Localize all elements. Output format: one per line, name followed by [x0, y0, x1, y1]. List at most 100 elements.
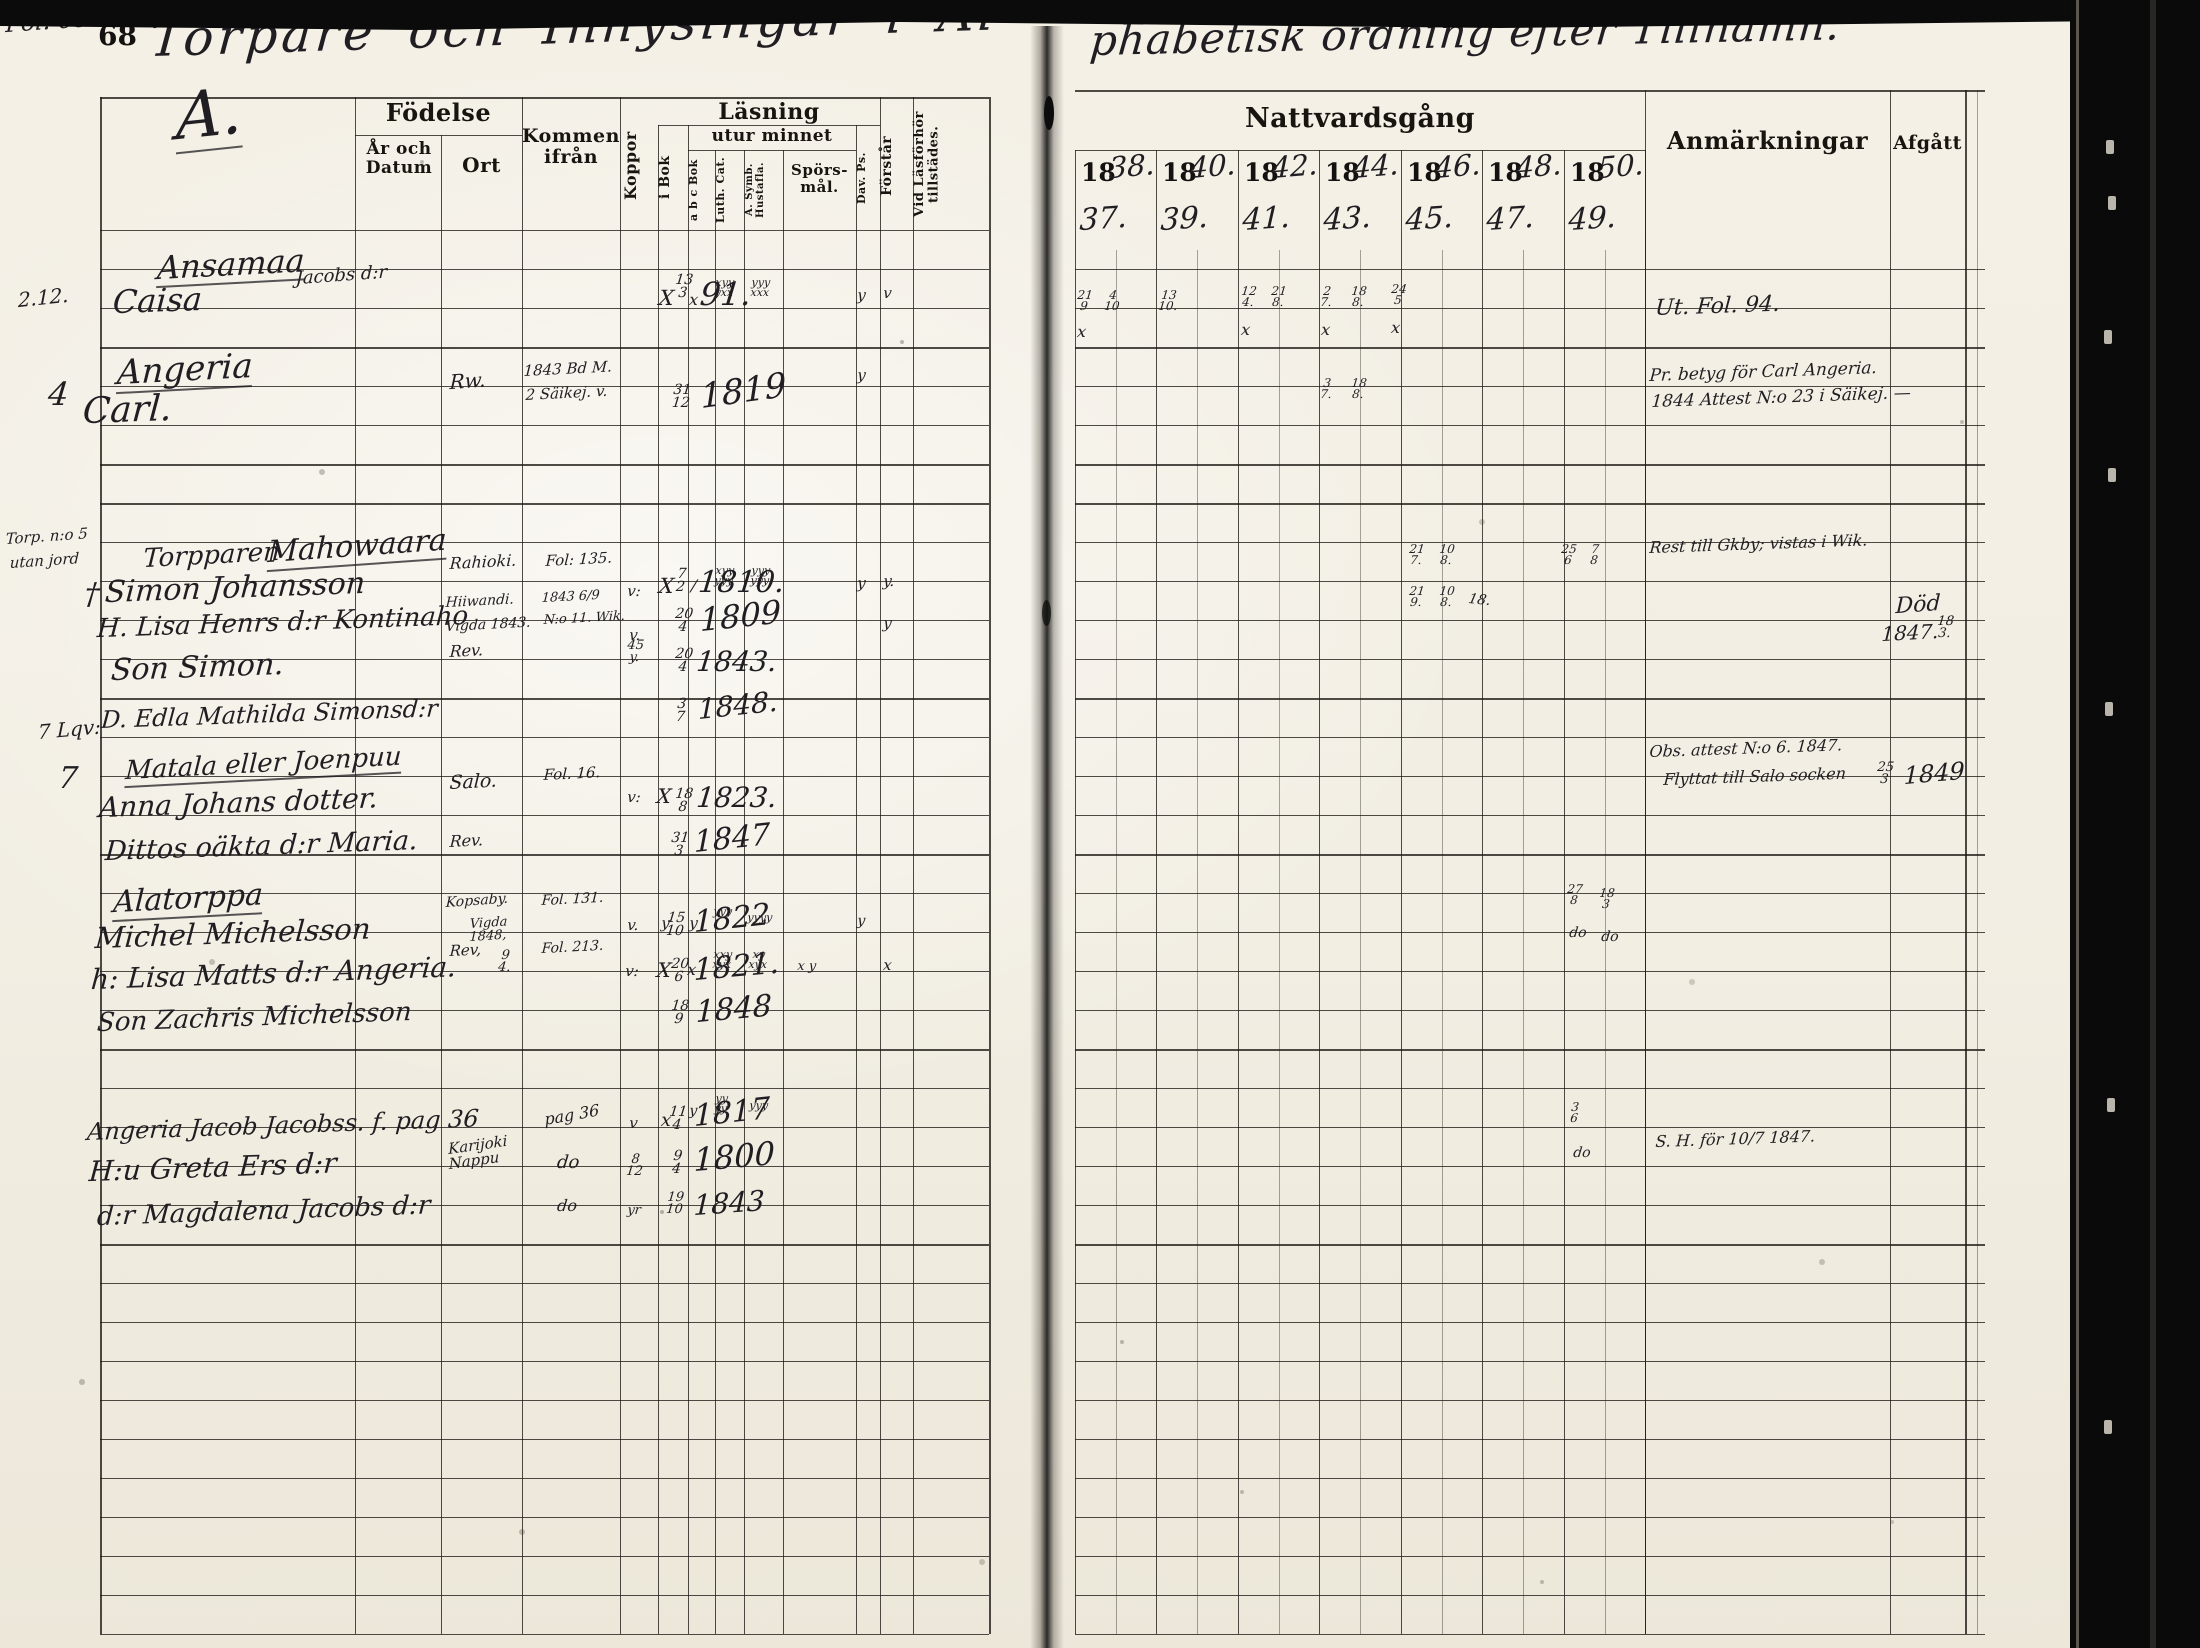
year-written-even-4: 46.	[1434, 146, 1482, 186]
grid-line	[1075, 854, 1985, 856]
birth-lisa-k-year: 1809	[700, 592, 781, 640]
birth-lisa-k-day: 20 4	[674, 606, 695, 636]
grid-line	[100, 1517, 989, 1518]
afgatt-son-simon-3: 18 3.	[1936, 614, 1955, 642]
year-written-even-1: 40.	[1189, 146, 1237, 186]
natt-simon-date-3: 25 6	[1560, 542, 1578, 568]
section-letter: A.	[176, 74, 243, 156]
gutter-ink-blot	[1042, 600, 1051, 626]
grid-line	[100, 1400, 989, 1401]
margin-number-4: 4	[46, 375, 71, 413]
grid-line	[658, 125, 659, 1634]
afgatt-son-simon-1: Död	[1895, 590, 1941, 620]
gutter-ink-blot	[1044, 96, 1054, 130]
ort-carl: Rw.	[449, 367, 487, 395]
grid-line	[1075, 971, 1985, 972]
natt-caisa-mark-4: x	[1390, 318, 1402, 337]
grid-line	[1075, 620, 1985, 621]
year-written-odd-1: 39.	[1159, 199, 1209, 239]
grid-line	[1075, 932, 1985, 933]
grid-line	[1075, 893, 1985, 894]
grid-line	[1523, 250, 1524, 1634]
grid-line	[1197, 250, 1198, 1634]
grid-line	[1075, 1244, 1985, 1246]
natt-lisa-k-date-1: 21 9.	[1408, 584, 1426, 610]
kommen-carl-line1: 1843 Bd M.	[523, 357, 613, 381]
margin-note-row1: 2.12.	[18, 282, 69, 313]
grid-line	[1075, 1010, 1985, 1011]
name-edla: D. Edla Mathilda Simonsd:r	[100, 694, 439, 735]
anm-anna-line1: Obs. attest N:o 6. 1847.	[1648, 735, 1844, 762]
grid-line	[100, 1283, 989, 1284]
mark-lisa-a-hustafla: xy xyx	[747, 948, 768, 972]
name-caisa: Caisa	[111, 279, 204, 322]
grid-line	[100, 503, 989, 505]
grid-line	[856, 125, 857, 1634]
name-maria: Dittos oäkta d:r Maria.	[103, 825, 419, 868]
grid-line	[1075, 1322, 1985, 1323]
natt-caisa-date-1: 21 9	[1076, 288, 1094, 314]
name-greta: H:u Greta Ers d:r	[87, 1146, 338, 1189]
year-printed-prefix-6: 18	[1570, 158, 1605, 187]
afgatt-son-simon-2: 1847.	[1880, 618, 1940, 647]
grid-line	[100, 1595, 989, 1596]
year-written-odd-4: 45.	[1404, 199, 1454, 239]
page-edge-mark	[2107, 1098, 2115, 1112]
grid-line	[1965, 90, 1967, 1634]
page-edge-mark	[2104, 1420, 2112, 1434]
grid-line	[100, 659, 989, 660]
grid-line	[100, 97, 989, 99]
grid-line	[355, 97, 356, 1634]
grid-line	[1075, 815, 1985, 816]
year-printed-prefix-2: 18	[1244, 158, 1279, 187]
name-son-simon: Son Simon.	[109, 646, 286, 689]
header-dav-ps: Dav. Ps.	[855, 152, 868, 204]
natt-lisa-k-date-2: 10 8.	[1438, 584, 1456, 610]
mark-jacob-luth: yy yy	[713, 1092, 729, 1116]
natt-caisa-mark-1: x	[1076, 322, 1088, 341]
grid-line	[913, 97, 914, 1634]
natt-caisa-mark-3: x	[1320, 320, 1332, 339]
header-vid-lasforhor: Vid Läsförhör tillstädes.	[912, 111, 942, 217]
header-lasning: Läsning	[718, 99, 820, 125]
grid-line	[1319, 150, 1320, 1634]
margin-torp-line1: Torp. n:o 5	[5, 524, 89, 549]
grid-line	[100, 1010, 989, 1011]
mark-anna-koppor: v:	[626, 788, 642, 806]
grid-line	[100, 1634, 989, 1635]
header-kommen-ifran: Kommen ifrån	[522, 125, 620, 169]
natt-simon-date-4: 7 8	[1589, 542, 1600, 568]
name-carl: Carl.	[81, 387, 174, 433]
mark-carl-dav: y	[856, 366, 867, 384]
year-written-even-2: 42.	[1271, 146, 1319, 186]
birth-son-simon-year: 1843.	[694, 645, 779, 678]
grid-line	[100, 1205, 989, 1206]
name-jacob: Angeria Jacob Jacobss. f. pag 36	[86, 1104, 480, 1147]
grid-line	[1564, 150, 1565, 1634]
year-written-even-0: 38.	[1108, 146, 1156, 186]
mark-michel-ibok: y	[660, 914, 671, 932]
anm-carl-line1: Pr. betyg för Carl Angeria.	[1648, 358, 1878, 387]
farm-mahowaara: Mahowaara	[266, 522, 448, 572]
grid-line	[1075, 659, 1985, 660]
grid-line	[1075, 1088, 1985, 1089]
natt-michel-date-1: 27 8	[1566, 882, 1584, 908]
year-written-even-5: 48.	[1515, 146, 1563, 186]
grid-line	[1075, 776, 1985, 777]
grid-line	[1075, 1556, 1985, 1557]
grid-line	[1075, 698, 1985, 700]
ort-michel-line1: Kopsaby.	[445, 890, 509, 912]
afgatt-anna-year: 1849	[1903, 756, 1965, 791]
grid-line	[100, 971, 989, 972]
page-edge-mark	[2104, 330, 2112, 344]
birth-anna-year: 1823.	[694, 781, 779, 814]
grid-line	[783, 150, 784, 1634]
mark-jacob-koppor: v	[628, 1114, 639, 1132]
grid-line	[100, 1088, 989, 1089]
name-michel: Michel Michelsson	[93, 911, 372, 956]
birth-zachris-year: 1848	[695, 988, 773, 1031]
birth-maria-day: 31 3	[670, 830, 691, 860]
birth-magdalena-day: 19 10	[665, 1190, 685, 1218]
grid-line	[688, 150, 856, 151]
header-koppor: Koppor	[621, 131, 640, 201]
